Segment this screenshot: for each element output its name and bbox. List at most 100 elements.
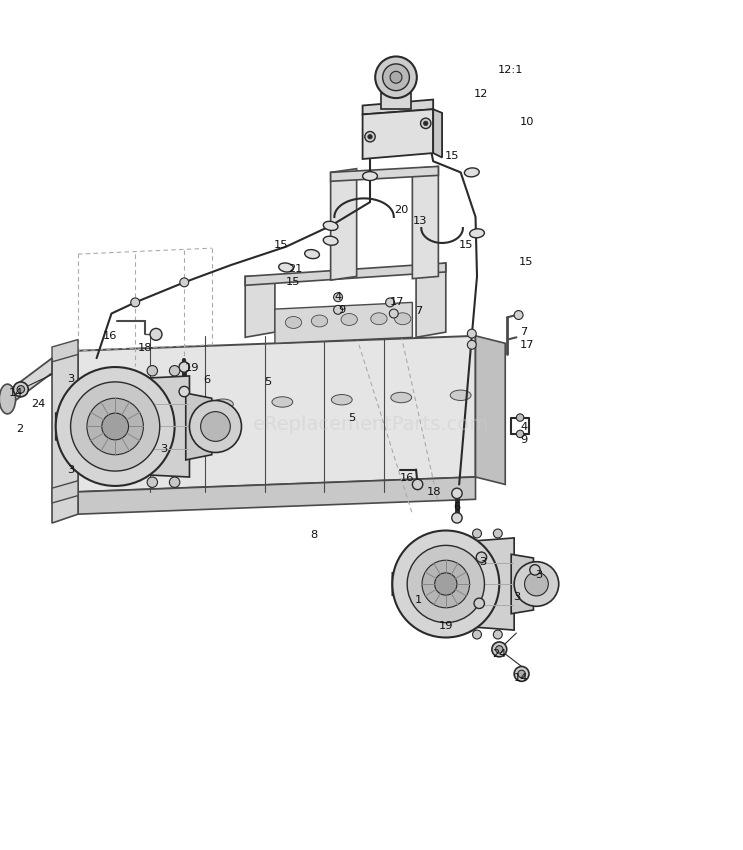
Text: 18: 18 bbox=[138, 343, 153, 353]
Text: 6: 6 bbox=[453, 502, 461, 512]
Circle shape bbox=[516, 430, 524, 438]
Circle shape bbox=[169, 477, 180, 487]
Circle shape bbox=[147, 477, 158, 487]
Circle shape bbox=[189, 400, 241, 452]
Circle shape bbox=[518, 670, 525, 677]
Circle shape bbox=[514, 562, 559, 606]
Text: 7: 7 bbox=[520, 327, 528, 337]
Text: 1: 1 bbox=[415, 595, 422, 604]
Polygon shape bbox=[511, 554, 533, 614]
Circle shape bbox=[375, 56, 417, 98]
Circle shape bbox=[514, 666, 529, 682]
Text: 24: 24 bbox=[31, 400, 45, 409]
Ellipse shape bbox=[470, 229, 484, 238]
Circle shape bbox=[56, 367, 175, 486]
Ellipse shape bbox=[212, 399, 233, 410]
Circle shape bbox=[17, 386, 25, 393]
Text: 21: 21 bbox=[288, 264, 302, 274]
Circle shape bbox=[435, 573, 457, 595]
Circle shape bbox=[492, 642, 507, 657]
Text: 12: 12 bbox=[474, 89, 488, 99]
Text: 12:1: 12:1 bbox=[498, 65, 523, 75]
Text: 5: 5 bbox=[348, 412, 355, 422]
Ellipse shape bbox=[153, 401, 174, 411]
Polygon shape bbox=[52, 481, 78, 503]
Circle shape bbox=[71, 382, 160, 471]
Ellipse shape bbox=[391, 393, 412, 403]
Polygon shape bbox=[145, 376, 189, 477]
Ellipse shape bbox=[323, 236, 338, 246]
Text: 14: 14 bbox=[514, 672, 528, 683]
Circle shape bbox=[383, 64, 409, 91]
Text: 5: 5 bbox=[264, 377, 271, 387]
Ellipse shape bbox=[272, 397, 293, 407]
Circle shape bbox=[530, 564, 540, 575]
Polygon shape bbox=[52, 351, 78, 523]
Text: 16: 16 bbox=[400, 473, 414, 484]
Polygon shape bbox=[331, 168, 357, 280]
Circle shape bbox=[368, 134, 372, 139]
Circle shape bbox=[493, 630, 502, 639]
Polygon shape bbox=[7, 358, 52, 406]
Circle shape bbox=[150, 328, 162, 340]
Text: 24: 24 bbox=[492, 649, 506, 659]
Circle shape bbox=[386, 298, 395, 307]
Circle shape bbox=[525, 572, 548, 596]
Circle shape bbox=[514, 310, 523, 320]
Ellipse shape bbox=[279, 263, 293, 272]
Ellipse shape bbox=[371, 313, 387, 325]
Polygon shape bbox=[275, 303, 412, 343]
Polygon shape bbox=[363, 110, 433, 159]
Polygon shape bbox=[52, 339, 78, 362]
Text: 18: 18 bbox=[427, 487, 442, 497]
Polygon shape bbox=[392, 570, 418, 598]
Circle shape bbox=[334, 292, 343, 302]
Polygon shape bbox=[331, 167, 438, 181]
Polygon shape bbox=[245, 263, 446, 286]
Circle shape bbox=[389, 309, 398, 318]
Circle shape bbox=[452, 488, 462, 499]
Text: 15: 15 bbox=[286, 276, 301, 286]
Circle shape bbox=[473, 630, 481, 639]
Text: eReplacementParts.com: eReplacementParts.com bbox=[253, 416, 490, 434]
Text: 6: 6 bbox=[204, 375, 211, 385]
Polygon shape bbox=[78, 477, 476, 514]
Text: 3: 3 bbox=[479, 558, 487, 568]
Text: 8: 8 bbox=[311, 530, 318, 540]
Circle shape bbox=[87, 399, 143, 455]
Text: 19: 19 bbox=[438, 620, 453, 631]
Circle shape bbox=[452, 513, 462, 523]
Circle shape bbox=[147, 366, 158, 376]
Circle shape bbox=[407, 546, 484, 623]
Text: 3: 3 bbox=[160, 444, 167, 454]
Text: 7: 7 bbox=[415, 306, 422, 316]
Circle shape bbox=[365, 132, 375, 142]
Text: 15: 15 bbox=[273, 241, 288, 250]
Polygon shape bbox=[476, 336, 505, 484]
Circle shape bbox=[180, 278, 189, 286]
Circle shape bbox=[516, 414, 524, 422]
Text: 3: 3 bbox=[535, 570, 542, 580]
Circle shape bbox=[412, 479, 423, 490]
Polygon shape bbox=[363, 99, 433, 115]
Circle shape bbox=[476, 552, 487, 563]
Polygon shape bbox=[78, 336, 476, 492]
Ellipse shape bbox=[323, 221, 338, 230]
Polygon shape bbox=[245, 276, 275, 337]
Text: 3: 3 bbox=[67, 465, 74, 474]
Polygon shape bbox=[433, 110, 442, 157]
Text: 9: 9 bbox=[338, 305, 345, 314]
Circle shape bbox=[13, 382, 28, 397]
Text: 3: 3 bbox=[513, 592, 520, 603]
Ellipse shape bbox=[341, 314, 357, 326]
Ellipse shape bbox=[363, 172, 377, 180]
Circle shape bbox=[102, 413, 129, 439]
Circle shape bbox=[179, 362, 189, 372]
Circle shape bbox=[169, 366, 180, 376]
Polygon shape bbox=[416, 263, 446, 337]
Text: 17: 17 bbox=[520, 340, 535, 349]
Text: 2: 2 bbox=[16, 423, 24, 434]
Circle shape bbox=[201, 411, 230, 441]
Ellipse shape bbox=[305, 250, 319, 258]
Text: 9: 9 bbox=[520, 435, 528, 445]
